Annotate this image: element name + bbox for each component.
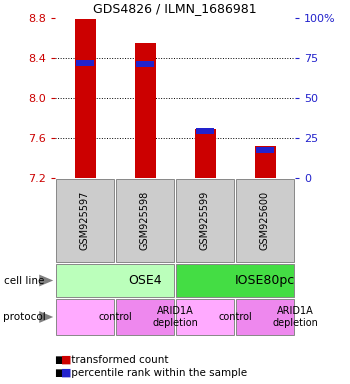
- Bar: [56, 179, 114, 262]
- Text: GSM925597: GSM925597: [80, 191, 90, 250]
- Text: control: control: [98, 312, 132, 322]
- Title: GDS4826 / ILMN_1686981: GDS4826 / ILMN_1686981: [93, 2, 257, 15]
- Bar: [176, 179, 234, 262]
- Bar: [195, 129, 216, 178]
- Bar: [236, 179, 294, 262]
- Bar: [176, 264, 294, 297]
- Polygon shape: [39, 275, 53, 286]
- Bar: [236, 299, 294, 335]
- Bar: [176, 299, 234, 335]
- Text: GSM925600: GSM925600: [260, 191, 270, 250]
- Bar: [56, 299, 114, 335]
- Text: ■  transformed count: ■ transformed count: [55, 355, 168, 365]
- Text: ARID1A
depletion: ARID1A depletion: [272, 306, 318, 328]
- Text: protocol: protocol: [4, 312, 46, 322]
- Bar: [196, 128, 214, 134]
- Text: IOSE80pc: IOSE80pc: [235, 274, 295, 287]
- Text: control: control: [218, 312, 252, 322]
- Polygon shape: [39, 311, 53, 323]
- Bar: [254, 146, 275, 178]
- Text: ■: ■: [61, 368, 72, 378]
- Bar: [134, 43, 155, 178]
- Text: GSM925599: GSM925599: [200, 191, 210, 250]
- Text: ■  percentile rank within the sample: ■ percentile rank within the sample: [55, 368, 247, 378]
- Text: ARID1A
depletion: ARID1A depletion: [152, 306, 198, 328]
- Bar: [116, 179, 174, 262]
- Bar: [76, 60, 94, 66]
- Bar: [116, 299, 174, 335]
- Bar: [56, 264, 174, 297]
- Bar: [75, 19, 96, 178]
- Text: ■: ■: [61, 355, 72, 365]
- Bar: [256, 147, 274, 153]
- Bar: [136, 61, 154, 67]
- Text: GSM925598: GSM925598: [140, 191, 150, 250]
- Text: cell line: cell line: [4, 275, 44, 285]
- Text: OSE4: OSE4: [128, 274, 162, 287]
